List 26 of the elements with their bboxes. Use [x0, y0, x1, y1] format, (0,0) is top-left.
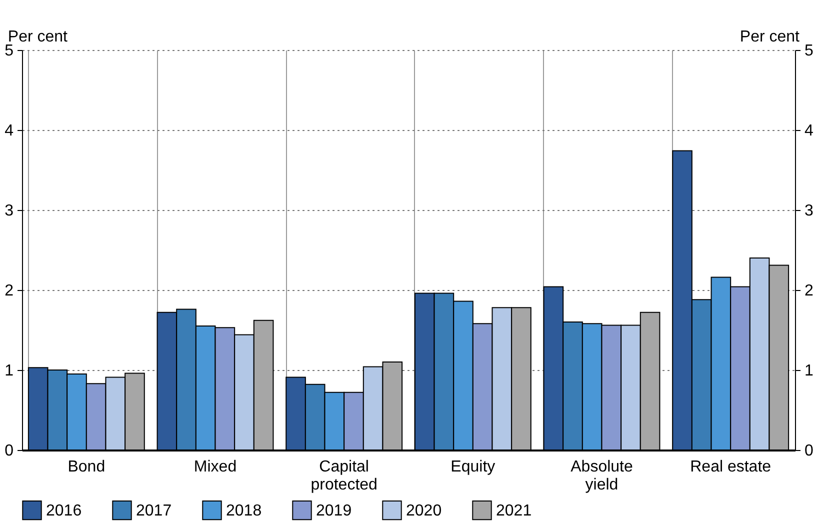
y2-tick-label: 2 — [804, 282, 814, 300]
y-tick-label: 5 — [4, 42, 14, 60]
y2-tick-label: 3 — [804, 202, 814, 220]
legend-label: 2016 — [46, 502, 82, 520]
x-tick-label: Real estate — [690, 458, 772, 476]
y-tick-label: 2 — [4, 282, 14, 300]
y-tick-label: 3 — [4, 202, 14, 220]
x-tick-label: Absolute yield — [570, 458, 633, 494]
legend-label: 2021 — [496, 502, 532, 520]
y2-tick-label: 4 — [804, 122, 814, 140]
x-tick-label: Equity — [450, 458, 496, 476]
y2-tick-label: 5 — [804, 42, 814, 60]
legend-label: 2018 — [226, 502, 262, 520]
legend-label: 2020 — [406, 502, 442, 520]
x-tick-label: Capital protected — [310, 458, 378, 494]
legend-label: 2019 — [316, 502, 352, 520]
y-tick-label: 4 — [4, 122, 14, 140]
y-tick-label: 1 — [4, 362, 14, 380]
y2-axis-title: Per cent — [740, 28, 800, 46]
x-tick-label: Mixed — [194, 458, 237, 476]
x-tick-label: Bond — [68, 458, 106, 476]
y-tick-label: 0 — [4, 442, 14, 460]
y2-tick-label: 1 — [804, 362, 814, 380]
y2-tick-label: 0 — [804, 442, 814, 460]
legend-label: 2017 — [136, 502, 172, 520]
y-axis-title: Per cent — [8, 28, 68, 46]
